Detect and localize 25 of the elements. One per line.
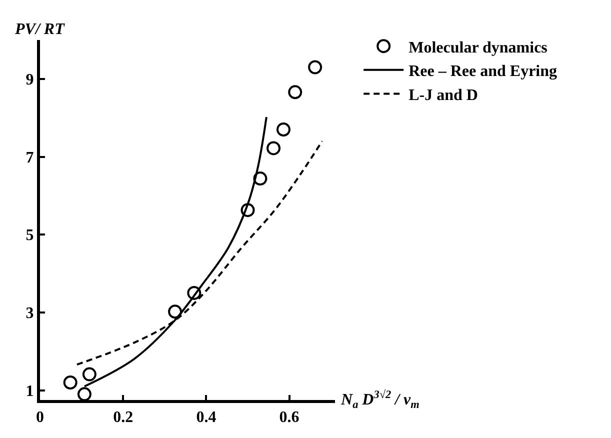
legend-label: L-J and D — [408, 86, 478, 104]
point — [63, 375, 78, 390]
point — [82, 367, 96, 382]
legend-label: Molecular dynamics — [408, 39, 548, 56]
y-axis-title: PV/ RT — [14, 21, 66, 38]
point — [168, 304, 182, 319]
point — [288, 85, 302, 100]
point — [187, 286, 202, 300]
y-tick-label: 7 — [26, 149, 34, 166]
point — [253, 172, 268, 186]
y-tick-label: 3 — [26, 305, 34, 322]
point — [276, 122, 290, 137]
x-tick-label: 0 — [36, 409, 44, 426]
y-tick-label: 5 — [26, 227, 34, 244]
point — [77, 387, 92, 400]
x-tick-label: 0.6 — [279, 409, 300, 426]
point — [308, 60, 322, 74]
x-tick-label: 0.2 — [113, 409, 134, 426]
y-tick-label: 1 — [26, 382, 34, 400]
x-tick-label: 0.4 — [196, 409, 216, 426]
y-tick-label: 9 — [26, 72, 34, 89]
point — [240, 203, 255, 218]
x-axis-title: N$_{a}$ D$^{3√2}$ / v$_{m}$ — [340, 389, 420, 412]
point — [266, 141, 281, 156]
legend-label: Ree – Ree and Eyring — [408, 63, 558, 80]
